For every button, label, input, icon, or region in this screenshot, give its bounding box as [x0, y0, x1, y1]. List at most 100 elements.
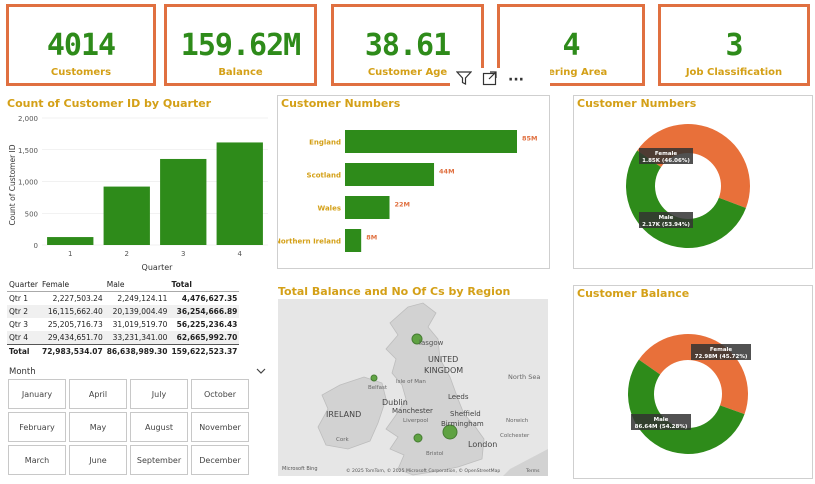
- column-header[interactable]: Male: [104, 278, 170, 292]
- column-header[interactable]: Total: [169, 278, 240, 292]
- cell: 16,115,662.40: [39, 305, 105, 318]
- male-label-box: [631, 414, 691, 430]
- bar-northern-ireland[interactable]: [345, 229, 362, 252]
- category-label: Scotland: [307, 172, 341, 180]
- kpi-value: 4014: [46, 28, 116, 63]
- map-label-belfast: Belfast: [368, 385, 388, 391]
- visual-toolbar: ···: [450, 68, 550, 92]
- cell: Total: [7, 344, 40, 358]
- donut-male-value: 2.17K (53.94%): [642, 222, 690, 228]
- map-terms-link[interactable]: Terms: [525, 468, 540, 474]
- month-button[interactable]: December: [191, 445, 249, 475]
- month-button[interactable]: July: [130, 379, 188, 409]
- more-options-button[interactable]: ···: [508, 72, 524, 88]
- column-header[interactable]: Quarter: [7, 278, 40, 292]
- land-ireland: [317, 376, 387, 450]
- cell: 2,227,503.24: [52, 294, 103, 303]
- donut-balance-chart: Female 72.98M (45.72%) Male 86.64M (54.2…: [628, 333, 751, 454]
- map-label-dublin: Dublin: [382, 398, 408, 407]
- kpi-label: overing Area: [534, 67, 608, 78]
- y-axis-title: Count of Customer ID: [8, 144, 17, 225]
- month-button[interactable]: February: [8, 412, 66, 442]
- table-header-row: Quarter Female Male Total: [7, 278, 240, 292]
- bar-q2[interactable]: [103, 186, 150, 245]
- data-label: 8M: [366, 234, 377, 242]
- month-button[interactable]: June: [69, 445, 127, 475]
- cell: 4,476,627.35: [181, 294, 238, 303]
- donut-male-label: Male: [659, 215, 674, 221]
- month-button[interactable]: January: [8, 379, 66, 409]
- table-row[interactable]: Qtr 4 29,434,651.70 33,231,341.00 62,665,99…: [7, 331, 240, 345]
- month-button[interactable]: August: [130, 412, 188, 442]
- land-great-britain: [385, 302, 485, 476]
- table-row[interactable]: Qtr 2 16,115,662.40 20,139,004.49 36,254,66…: [7, 305, 240, 318]
- kpi-job-classification[interactable]: 3 Job Classification: [658, 4, 810, 86]
- month-button[interactable]: November: [191, 412, 249, 442]
- kpi-customer-age[interactable]: 38.61 Customer Age: [331, 4, 484, 86]
- map-label-isle-of-man: Isle of Man: [396, 379, 426, 385]
- table-row[interactable]: Qtr 3 25,205,716.73 31,019,519.70 56,225,23…: [7, 318, 239, 331]
- balance-matrix-table: Quarter Female Male Total Qtr 1 2,227,503…: [7, 278, 240, 358]
- funnel-icon[interactable]: [455, 70, 473, 90]
- bar-england[interactable]: [345, 130, 517, 153]
- table-row[interactable]: Qtr 1 2,227,503.24 2,249,124.11 4,476,627.3…: [7, 292, 239, 306]
- map-label-cork: Cork: [336, 437, 349, 443]
- category-label: Wales: [317, 205, 341, 213]
- month-button[interactable]: October: [191, 379, 249, 409]
- map-label-ireland: IRELAND: [326, 410, 361, 419]
- data-label: 22M: [395, 201, 411, 209]
- donut-female-value: 72.98M (45.72%): [695, 354, 748, 360]
- kpi-customers[interactable]: 4014 Customers: [6, 4, 156, 86]
- expand-icon[interactable]: [482, 70, 498, 90]
- map-label-leeds: Leeds: [448, 393, 469, 401]
- map-view[interactable]: lasgow UNITED KINGDOM North Sea Belfast …: [278, 299, 548, 476]
- kpi-label: Customer Age: [367, 67, 448, 78]
- kpi-value: 4: [562, 28, 580, 63]
- month-slicer: January April July October February May …: [8, 379, 258, 475]
- cell: 25,205,716.73: [47, 320, 103, 329]
- kpi-balance[interactable]: 159.62M Balance: [164, 4, 317, 86]
- bar-q4[interactable]: [216, 142, 263, 245]
- bar-scotland[interactable]: [345, 163, 435, 186]
- month-slicer-title: Month: [9, 367, 36, 377]
- map-title: Total Balance and No Of Cs by Region: [278, 285, 511, 298]
- cell: 86,638,989.30: [104, 344, 170, 358]
- month-button[interactable]: April: [69, 379, 127, 409]
- month-button[interactable]: September: [130, 445, 188, 475]
- map-canvas: lasgow UNITED KINGDOM North Sea Belfast …: [282, 302, 548, 476]
- map-bubble-england[interactable]: [442, 424, 458, 440]
- kpi-label: Customers: [50, 67, 112, 78]
- donut-female-label: Female: [710, 347, 733, 353]
- map-bubble-scotland[interactable]: [411, 333, 423, 345]
- column-header[interactable]: Female: [39, 278, 105, 292]
- female-label-box: [691, 344, 751, 360]
- bar-q1[interactable]: [47, 237, 94, 245]
- map-bubble-northern-ireland[interactable]: [370, 374, 378, 382]
- chevron-down-icon[interactable]: [256, 367, 266, 375]
- x-tick-label: 1: [68, 250, 72, 258]
- map-label-sheffield: Sheffield: [450, 410, 481, 418]
- table-total-row[interactable]: Total 72,983,534.07 86,638,989.30 159,622,5…: [7, 344, 240, 358]
- donut-female-label: Female: [655, 151, 678, 157]
- month-button[interactable]: March: [8, 445, 66, 475]
- category-label: England: [309, 139, 341, 147]
- y-tick-label: 1,500: [18, 147, 38, 155]
- month-button[interactable]: May: [69, 412, 127, 442]
- donut-slice-female[interactable]: [637, 123, 750, 209]
- cell: 33,231,341.00: [104, 331, 170, 345]
- donut-numbers-title: Customer Numbers: [577, 97, 697, 110]
- kpi-label: Balance: [218, 67, 263, 78]
- bar-q3[interactable]: [160, 158, 207, 245]
- map-label-liverpool: Liverpool: [403, 418, 429, 424]
- kpi-value: 3: [725, 28, 743, 63]
- donut-male-label: Male: [654, 417, 669, 423]
- cell: 36,254,666.89: [169, 305, 240, 318]
- bar-wales[interactable]: [345, 196, 390, 219]
- cell: 31,019,519.70: [112, 320, 168, 329]
- donut-slice-male[interactable]: [628, 359, 745, 454]
- map-bubble-wales[interactable]: [413, 433, 423, 443]
- cell: 62,665,992.70: [169, 331, 240, 345]
- map-label-uk: UNITED: [428, 355, 458, 364]
- y-tick-label: 0: [34, 242, 38, 250]
- kpi-value: 38.61: [364, 28, 451, 63]
